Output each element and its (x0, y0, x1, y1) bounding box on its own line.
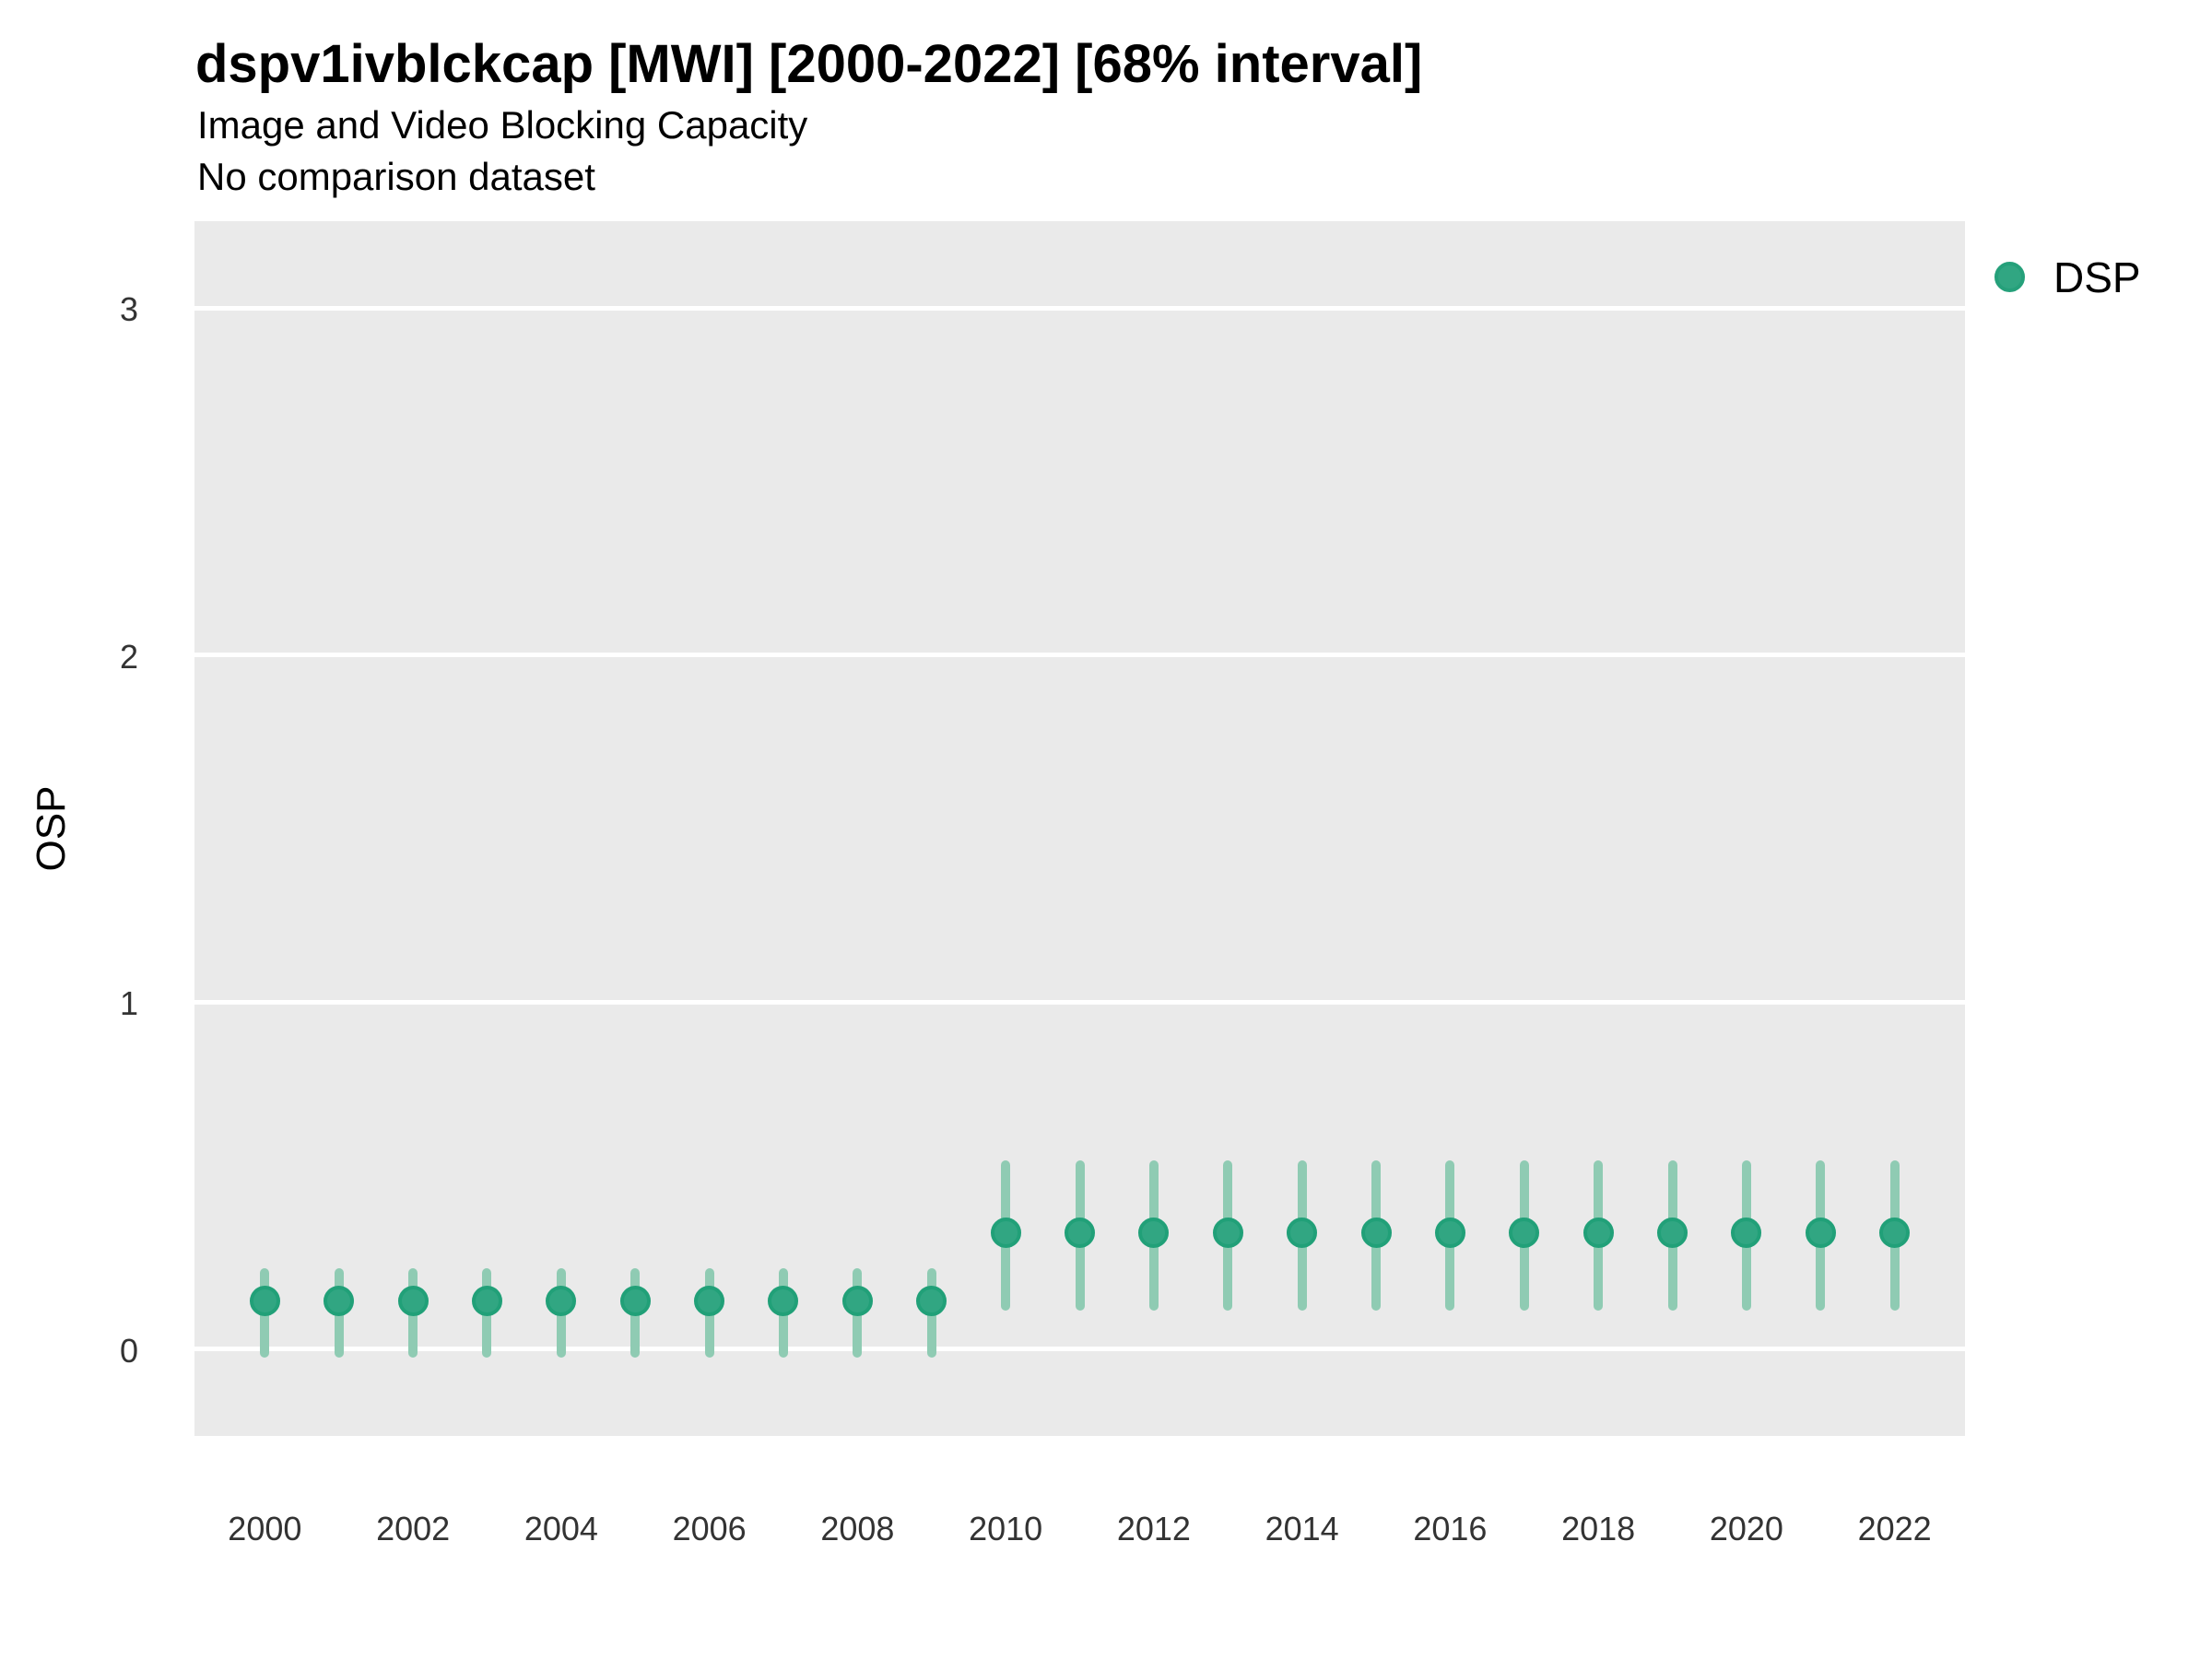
x-tick-label: 2016 (1413, 1510, 1488, 1547)
major-gridline (194, 653, 1965, 658)
data-point (324, 1285, 355, 1316)
y-tick-label: 0 (119, 1331, 138, 1370)
major-gridline (194, 305, 1965, 311)
chart-subtitle: Image and Video Blocking Capacity (197, 103, 808, 147)
y-tick-label: 1 (119, 984, 138, 1023)
y-tick-label: 3 (119, 290, 138, 329)
data-point (1879, 1218, 1911, 1249)
data-point (397, 1285, 429, 1316)
data-point (768, 1285, 799, 1316)
x-tick-label: 2004 (524, 1510, 598, 1547)
x-tick-label: 2018 (1561, 1510, 1636, 1547)
x-tick-label: 2012 (1116, 1510, 1191, 1547)
data-point (1065, 1218, 1095, 1249)
comparison-note: No comparison dataset (197, 155, 595, 198)
y-axis-title: OSP (29, 785, 74, 872)
x-tick-label: 2000 (228, 1510, 302, 1547)
data-point (619, 1285, 651, 1316)
major-gridline (194, 999, 1965, 1005)
data-point (841, 1285, 873, 1316)
x-tick-label: 2022 (1857, 1510, 1932, 1547)
data-point (1360, 1218, 1392, 1249)
x-tick-label: 2010 (969, 1510, 1043, 1547)
major-gridline (194, 1347, 1965, 1352)
data-point (1287, 1218, 1318, 1249)
plot-panel (194, 221, 1965, 1436)
data-point (1434, 1218, 1465, 1249)
x-tick-label: 2002 (376, 1510, 451, 1547)
data-point (1805, 1218, 1836, 1249)
legend-item-label: DSP (2053, 253, 2141, 301)
data-point (1509, 1218, 1540, 1249)
data-point (471, 1285, 502, 1316)
data-point (1657, 1218, 1688, 1249)
chart-title: dspv1ivblckcap [MWI] [2000-2022] [68% in… (195, 34, 1423, 94)
data-point (1583, 1218, 1614, 1249)
x-tick-label: 2014 (1265, 1510, 1339, 1547)
data-point (1212, 1218, 1243, 1249)
data-point (249, 1285, 280, 1316)
data-point (1731, 1218, 1762, 1249)
data-point (990, 1218, 1021, 1249)
legend-point-swatch (1994, 262, 2025, 292)
y-tick-label: 2 (119, 637, 138, 676)
x-tick-label: 2008 (820, 1510, 895, 1547)
x-tick-label: 2006 (672, 1510, 747, 1547)
data-point (916, 1285, 947, 1316)
x-tick-label: 2020 (1709, 1510, 1783, 1547)
data-point (694, 1285, 725, 1316)
data-point (546, 1285, 577, 1316)
data-point (1138, 1218, 1170, 1249)
